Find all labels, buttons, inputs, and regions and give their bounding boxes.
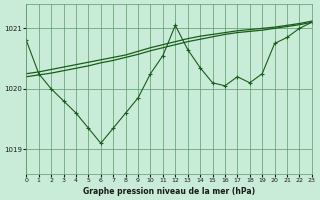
- X-axis label: Graphe pression niveau de la mer (hPa): Graphe pression niveau de la mer (hPa): [83, 187, 255, 196]
